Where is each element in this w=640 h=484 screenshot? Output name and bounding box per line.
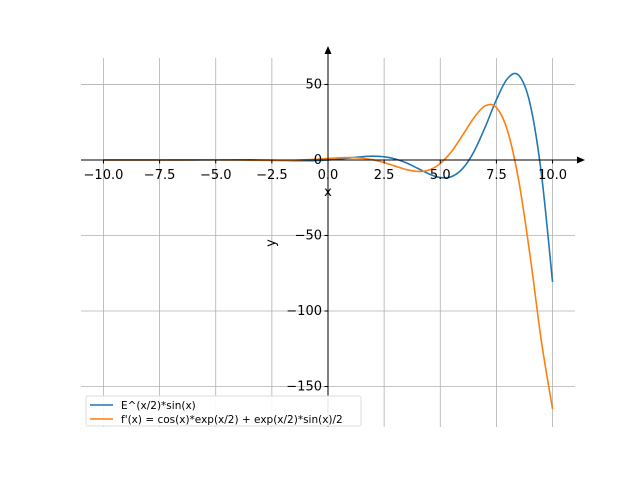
y-tick-label: 0 bbox=[314, 153, 322, 168]
y-tick-label: −100 bbox=[286, 304, 322, 319]
x-tick-label: 2.5 bbox=[374, 168, 395, 183]
y-tick-label: −150 bbox=[286, 380, 322, 395]
x-tick-label: 5.0 bbox=[430, 168, 451, 183]
x-axis-label: x bbox=[324, 185, 332, 200]
x-tick-label: −2.5 bbox=[256, 168, 288, 183]
y-tick-label: −50 bbox=[295, 228, 322, 243]
tick-labels: −10.0 −7.5 −5.0 −2.5 0.0 2.5 5.0 7.5 10.0 50 0 −50 −… bbox=[84, 77, 567, 394]
x-tick-label: 7.5 bbox=[486, 168, 507, 183]
x-tick-label: 0.0 bbox=[318, 168, 339, 183]
x-tick-label: 10.0 bbox=[538, 168, 567, 183]
axes bbox=[81, 46, 585, 427]
x-tick-label: −7.5 bbox=[144, 168, 176, 183]
legend-label-1: f'(x) = cos(x)*exp(x/2) + exp(x/2)*sin(x… bbox=[121, 414, 343, 426]
x-tick-label: −10.0 bbox=[84, 168, 124, 183]
legend-box bbox=[85, 395, 362, 427]
legend-label-0: E^(x/2)*sin(x) bbox=[121, 400, 196, 412]
y-axis-label: y bbox=[264, 239, 279, 247]
x-tick-label: −5.0 bbox=[200, 168, 232, 183]
y-tick-label: 50 bbox=[305, 77, 322, 92]
x-axis-arrow-icon bbox=[577, 156, 585, 164]
legend: E^(x/2)*sin(x) f'(x) = cos(x)*exp(x/2) + … bbox=[85, 395, 362, 427]
y-axis-arrow-icon bbox=[324, 46, 332, 54]
